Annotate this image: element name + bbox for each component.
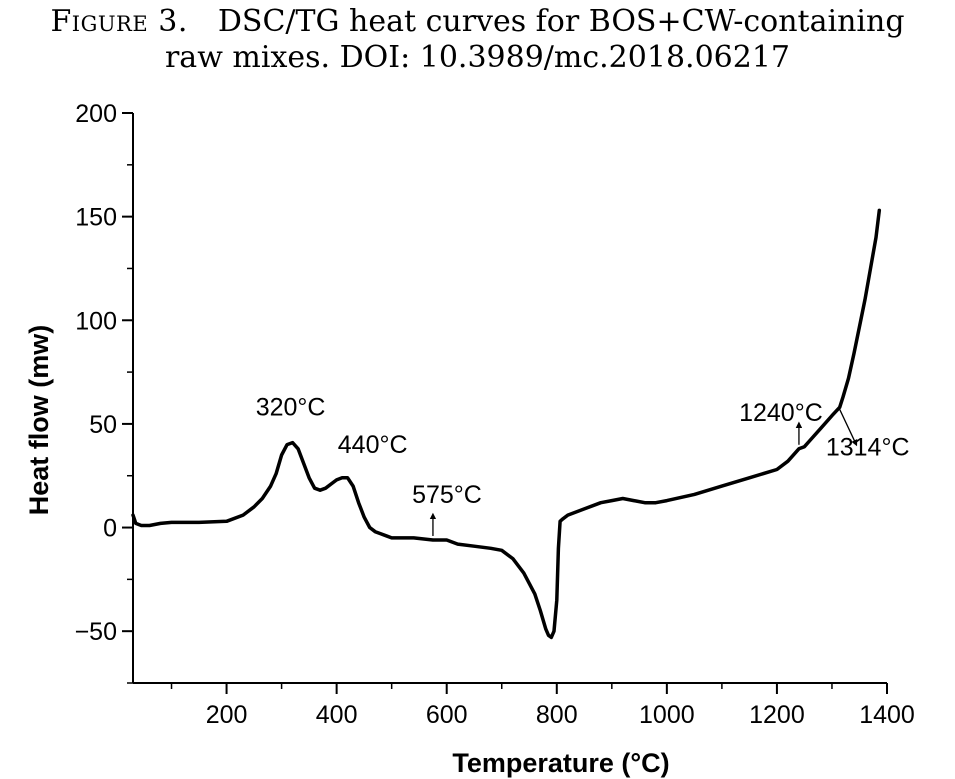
plot-area [131, 208, 882, 640]
annotation-arrow [839, 409, 858, 447]
y-tick-label: 0 [103, 515, 117, 543]
annotation-label: 1314°C [826, 433, 910, 461]
heat-flow-curve [131, 208, 882, 640]
y-axis-title: Heat flow (mw) [24, 325, 54, 516]
x-tick-label: 600 [426, 701, 468, 729]
x-axis-title: Temperature (°C) [452, 748, 669, 778]
y-tick-label: −50 [75, 618, 117, 646]
x-tick-label: 1400 [859, 701, 915, 729]
annotation-label: 440°C [338, 431, 408, 459]
annotation-label: 320°C [256, 394, 326, 422]
caption-line-1: Figure 3. DSC/TG heat curves for BOS+CW-c… [0, 4, 955, 40]
x-tick-label: 1000 [639, 701, 695, 729]
y-tick-label: 100 [75, 307, 117, 335]
y-tick-label: 150 [75, 204, 117, 232]
x-tick-label: 400 [316, 701, 358, 729]
y-tick-label: 200 [75, 100, 117, 128]
caption-line-2: raw mixes. DOI: 10.3989/mc.2018.06217 [164, 40, 791, 75]
annotation-label: 1240°C [739, 399, 823, 427]
x-tick-label: 200 [206, 701, 248, 729]
figure-caption: Figure 3. DSC/TG heat curves for BOS+CW-c… [0, 4, 955, 76]
x-tick-label: 1200 [749, 701, 805, 729]
caption-title: DSC/TG heat curves for BOS+CW-containing [217, 4, 905, 39]
annotation-label: 575°C [412, 481, 482, 509]
axes: 200 400 600 800 1000 1200 1400 −50 0 50 100 150 200 [75, 100, 915, 729]
figure-label: Figure 3. [50, 4, 188, 39]
x-tick-label: 800 [536, 701, 578, 729]
y-tick-label: 50 [89, 411, 117, 439]
